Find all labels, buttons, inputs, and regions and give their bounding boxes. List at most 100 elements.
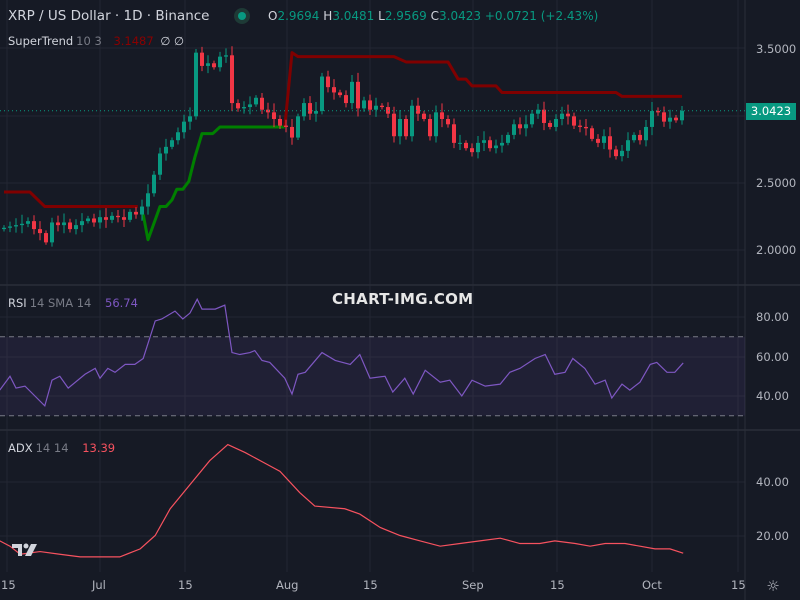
candle <box>68 222 72 230</box>
supertrend-params: 10 3 <box>76 34 102 48</box>
candle <box>566 113 570 117</box>
rsi-name: RSI <box>8 296 27 310</box>
candle <box>302 103 306 117</box>
candle <box>446 118 450 125</box>
candle <box>98 217 102 223</box>
time-tick: 15 <box>550 578 565 592</box>
candle <box>434 112 438 137</box>
time-tick: 15 <box>731 578 746 592</box>
time-tick: 15 <box>178 578 193 592</box>
candle <box>608 136 612 150</box>
candle <box>206 63 210 66</box>
close-label: C <box>430 9 440 23</box>
high-label: H <box>323 9 333 23</box>
candle <box>422 113 426 119</box>
supertrend-down-line <box>4 190 138 209</box>
candle <box>632 134 636 141</box>
candle <box>416 105 420 114</box>
price-tick: 2.5000 <box>756 176 797 190</box>
candle <box>512 124 516 135</box>
candle <box>644 126 648 141</box>
candle <box>248 104 252 108</box>
candle <box>392 113 396 137</box>
candle <box>38 229 42 234</box>
candle <box>578 125 582 127</box>
candle <box>86 218 90 222</box>
candle <box>554 118 558 127</box>
candle <box>290 126 294 138</box>
candle <box>374 105 378 110</box>
candle <box>620 150 624 157</box>
candle <box>560 113 564 119</box>
time-tick: 15 <box>363 578 378 592</box>
tradingview-logo-icon <box>12 542 40 558</box>
low-value: 2.9569 <box>384 9 427 23</box>
candle <box>158 153 162 175</box>
candle <box>236 103 240 109</box>
candle <box>92 218 96 223</box>
candle <box>212 63 216 68</box>
candle <box>662 112 666 122</box>
candle <box>590 128 594 139</box>
candle <box>308 103 312 114</box>
candle <box>26 221 30 224</box>
open-label: O <box>268 9 278 23</box>
ohlc-legend: O2.9694 H3.0481 L2.9569 C3.0423 +0.0721 … <box>268 9 598 23</box>
candle <box>320 76 324 112</box>
candle <box>470 148 474 153</box>
candle <box>680 110 684 121</box>
candle <box>404 118 408 137</box>
candle <box>122 217 126 220</box>
candle <box>146 193 150 207</box>
candle <box>194 52 198 117</box>
last-price-tag: 3.0423 <box>746 103 796 120</box>
candle <box>44 233 48 243</box>
candle <box>20 223 24 226</box>
supertrend-legend[interactable]: SuperTrend 10 3 3.1487 ∅ ∅ <box>8 34 184 48</box>
candle <box>134 211 138 215</box>
candle <box>242 107 246 109</box>
candle <box>476 142 480 153</box>
market-status-icon <box>234 8 250 24</box>
time-tick: 15 <box>1 578 16 592</box>
candle <box>614 149 618 157</box>
adx-legend[interactable]: ADX 14 14 13.39 <box>8 441 115 455</box>
candle <box>224 55 228 57</box>
candle <box>494 145 498 149</box>
candle <box>602 136 606 143</box>
supertrend-value: 3.1487 <box>113 34 154 48</box>
time-tick: Sep <box>462 578 484 592</box>
candle <box>356 81 360 109</box>
rsi-band-fill <box>0 336 745 416</box>
time-tick: Jul <box>92 578 106 592</box>
candle <box>482 140 486 143</box>
candle <box>458 142 462 144</box>
low-label: L <box>378 9 385 23</box>
rsi-legend[interactable]: RSI 14 SMA 14 56.74 <box>8 296 138 310</box>
candle <box>656 111 660 113</box>
candle <box>296 116 300 138</box>
candle <box>56 222 60 226</box>
candle <box>260 97 264 110</box>
candle <box>518 124 522 129</box>
candle <box>314 111 318 114</box>
price-tick: 3.5000 <box>756 42 797 56</box>
candle <box>272 112 276 119</box>
candle <box>542 109 546 123</box>
candle <box>350 81 354 104</box>
settings-icon[interactable]: ☼ <box>766 577 780 595</box>
candle <box>116 215 120 218</box>
change-value: +0.0721 (+2.43%) <box>484 9 599 23</box>
candle <box>110 215 114 220</box>
candle <box>50 222 54 243</box>
candle <box>368 100 372 110</box>
candle <box>176 132 180 141</box>
candle <box>62 222 66 226</box>
time-tick: Oct <box>642 578 662 592</box>
symbol-title[interactable]: XRP / US Dollar · 1D · Binance <box>8 8 210 24</box>
price-tick: 2.0000 <box>756 243 797 257</box>
candle <box>464 142 468 149</box>
candle <box>170 140 174 147</box>
time-tick: Aug <box>276 578 299 592</box>
